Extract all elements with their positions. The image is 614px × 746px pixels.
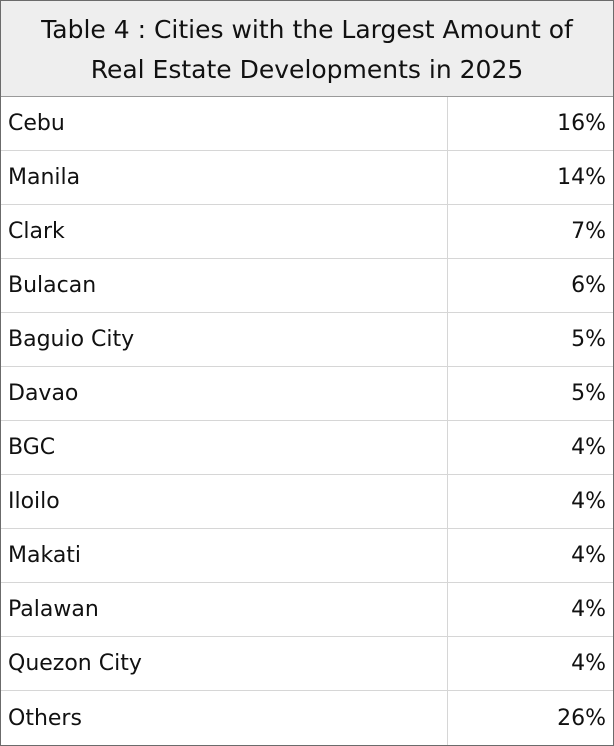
- table-title-text: Table 4 : Cities with the Largest Amount…: [41, 10, 573, 90]
- percentage-cell: 4%: [571, 543, 606, 568]
- table-row: Clark 7%: [1, 205, 613, 259]
- percentage-cell: 7%: [571, 219, 606, 244]
- table-row: Others 26%: [1, 691, 613, 745]
- city-cell: Iloilo: [1, 475, 448, 528]
- city-cell: Manila: [1, 151, 448, 204]
- table-row: Baguio City 5%: [1, 313, 613, 367]
- table-row: Iloilo 4%: [1, 475, 613, 529]
- percentage-cell: 5%: [571, 327, 606, 352]
- percentage-cell: 5%: [571, 381, 606, 406]
- table-row: Palawan 4%: [1, 583, 613, 637]
- table-row: Bulacan 6%: [1, 259, 613, 313]
- percentage-cell: 26%: [557, 705, 606, 731]
- table-row: BGC 4%: [1, 421, 613, 475]
- table-title-line-1: Table 4 : Cities with the Largest Amount…: [41, 14, 573, 44]
- city-cell: Bulacan: [1, 259, 448, 312]
- table-title-line-2: Real Estate Developments in 2025: [90, 54, 524, 84]
- city-cell: Others: [1, 691, 448, 745]
- percentage-cell: 4%: [571, 597, 606, 622]
- percentage-cell: 4%: [571, 651, 606, 676]
- table-row: Makati 4%: [1, 529, 613, 583]
- percentage-cell: 4%: [571, 489, 606, 514]
- table-row: Davao 5%: [1, 367, 613, 421]
- percentage-cell: 4%: [571, 435, 606, 460]
- percentage-cell: 16%: [557, 111, 606, 136]
- percentage-cell: 14%: [557, 165, 606, 190]
- city-cell: Clark: [1, 205, 448, 258]
- city-cell: BGC: [1, 421, 448, 474]
- table-row: Quezon City 4%: [1, 637, 613, 691]
- city-cell: Makati: [1, 529, 448, 582]
- city-cell: Baguio City: [1, 313, 448, 366]
- city-cell: Davao: [1, 367, 448, 420]
- city-cell: Palawan: [1, 583, 448, 636]
- city-cell: Quezon City: [1, 637, 448, 690]
- table-row: Manila 14%: [1, 151, 613, 205]
- table-body: Cebu 16% Manila 14% Clark 7% Bulacan 6% Baguio C…: [1, 97, 613, 745]
- city-cell: Cebu: [1, 97, 448, 150]
- table-title: Table 4 : Cities with the Largest Amount…: [1, 1, 613, 97]
- table-row: Cebu 16%: [1, 97, 613, 151]
- percentage-cell: 6%: [571, 273, 606, 298]
